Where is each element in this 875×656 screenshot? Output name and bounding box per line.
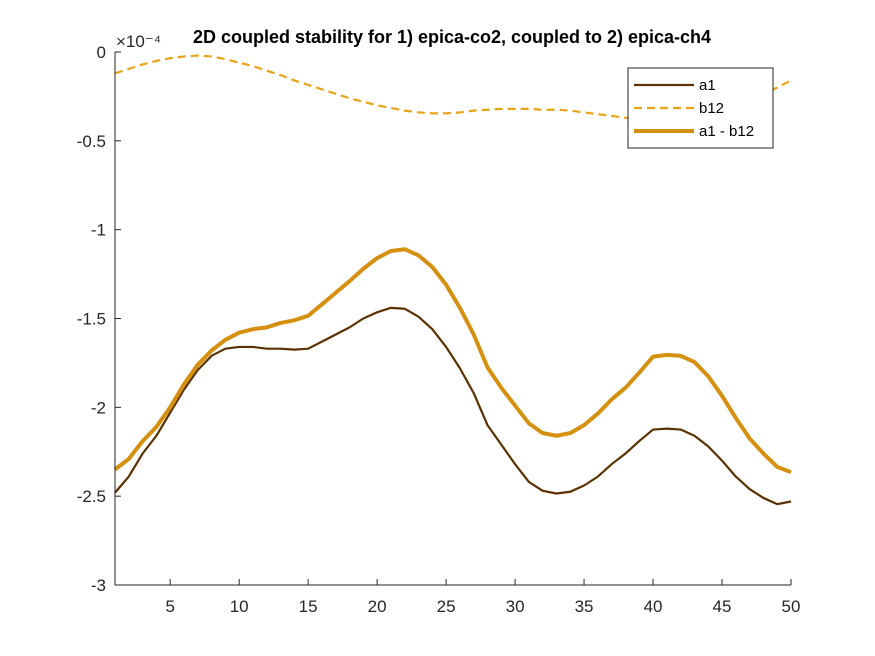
y-tick-label: 0 (97, 43, 106, 62)
x-tick-label: 45 (713, 597, 732, 616)
x-tick-label: 20 (368, 597, 387, 616)
x-tick-label: 15 (299, 597, 318, 616)
x-ticks: 5 10 15 20 25 30 35 40 45 50 (165, 579, 800, 616)
y-exponent-label: ×10⁻⁴ (116, 32, 161, 51)
y-tick-label: -2 (91, 398, 106, 417)
y-tick-label: -1.5 (77, 310, 106, 329)
legend-label: a1 - b12 (699, 123, 754, 140)
x-tick-label: 50 (782, 597, 801, 616)
legend-label: a1 (699, 77, 716, 94)
y-tick-label: -3 (91, 576, 106, 595)
y-tick-label: -0.5 (77, 132, 106, 151)
y-tick-label: -1 (91, 221, 106, 240)
series-line-a1-b12 (113, 247, 792, 475)
x-tick-label: 5 (165, 597, 174, 616)
y-ticks: 0 -0.5 -1 -1.5 -2 -2.5 -3 (77, 43, 121, 595)
x-tick-label: 10 (230, 597, 249, 616)
x-tick-label: 25 (437, 597, 456, 616)
series-line-a1 (114, 306, 792, 506)
legend: a1 b12 a1 - b12 (627, 67, 774, 149)
x-tick-label: 40 (644, 597, 663, 616)
x-tick-label: 35 (575, 597, 594, 616)
x-tick-label: 30 (506, 597, 525, 616)
legend-entries: a1 b12 a1 - b12 (634, 77, 754, 140)
y-tick-label: -2.5 (77, 487, 106, 506)
legend-label: b12 (699, 100, 724, 117)
chart-title: 2D coupled stability for 1) epica-co2, c… (193, 27, 711, 47)
